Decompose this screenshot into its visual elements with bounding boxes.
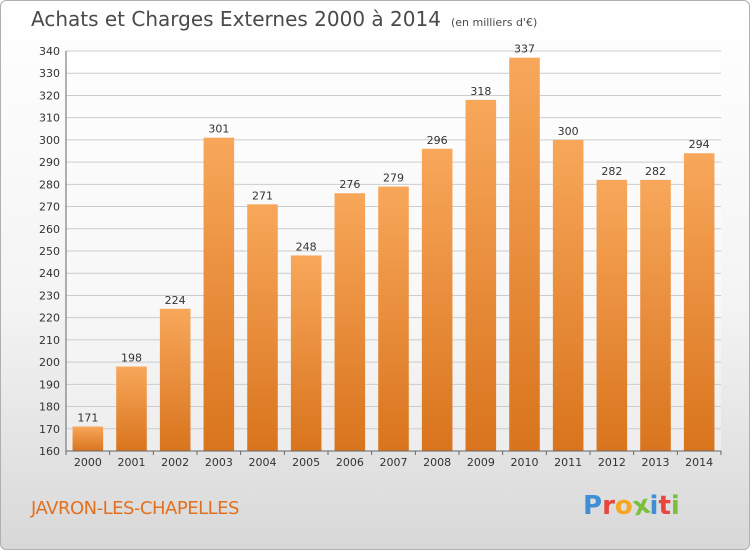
bar — [509, 57, 540, 452]
x-tick-label: 2008 — [423, 456, 451, 469]
bar — [596, 179, 628, 451]
logo-letter: i — [670, 491, 680, 521]
y-tick-label: 180 — [39, 401, 60, 414]
y-tick-label: 330 — [39, 67, 60, 80]
bar — [159, 308, 191, 451]
logo-letter: o — [614, 491, 633, 521]
bar-value-label: 224 — [165, 294, 186, 307]
y-tick-label: 210 — [39, 334, 60, 347]
bar-value-label: 171 — [77, 412, 98, 425]
y-tick-label: 160 — [39, 445, 60, 458]
axes: 160 170 180 190 200 210 220 230 240 250 260 270 280 2… — [39, 45, 722, 469]
x-tick-label: 2000 — [74, 456, 102, 469]
bar-value-label: 282 — [601, 165, 622, 178]
x-tick-label: 2011 — [554, 456, 582, 469]
x-tick-label: 2014 — [685, 456, 713, 469]
x-tick-label: 2002 — [161, 456, 189, 469]
x-tick-label: 2005 — [292, 456, 320, 469]
city-name: JAVRON-LES-CHAPELLES — [31, 498, 239, 519]
bar-value-label: 271 — [252, 189, 273, 202]
x-tick-label: 2004 — [249, 456, 277, 469]
proxiti-logo[interactable]: Proxiti — [583, 490, 680, 523]
y-tick-label: 310 — [39, 112, 60, 125]
bar-value-label: 294 — [689, 138, 710, 151]
chart-subtitle: (en milliers d'€) — [450, 16, 538, 29]
bars: 171 198 224 301 271 248 276 279 296 318 337 300 282 2… — [72, 43, 715, 452]
y-tick-label: 290 — [39, 156, 60, 169]
y-tick-label: 320 — [39, 89, 60, 102]
x-tick-label: 2013 — [642, 456, 670, 469]
y-tick-label: 200 — [39, 356, 60, 369]
bar — [203, 137, 235, 451]
bar — [552, 139, 584, 451]
bar-value-label: 198 — [121, 352, 142, 365]
x-tick-label: 2010 — [511, 456, 539, 469]
bar — [334, 193, 366, 451]
bar — [72, 426, 104, 451]
bar — [640, 179, 671, 451]
logo-letter: t — [658, 491, 671, 521]
bar — [378, 186, 409, 452]
bar — [421, 148, 453, 451]
y-tick-label: 260 — [39, 223, 60, 236]
y-tick-label: 170 — [39, 423, 60, 436]
y-tick-label: 250 — [39, 245, 60, 258]
y-tick-label: 270 — [39, 201, 60, 214]
title-text: Achats et Charges Externes 2000 à 2014 — [31, 7, 441, 31]
bar — [247, 204, 278, 451]
bar — [683, 153, 715, 451]
x-tick-label: 2003 — [205, 456, 233, 469]
bar-value-label: 282 — [645, 165, 666, 178]
y-tick-label: 240 — [39, 267, 60, 280]
y-tick-label: 300 — [39, 134, 60, 147]
bar-value-label: 337 — [514, 43, 535, 56]
y-tick-label: 230 — [39, 289, 60, 302]
y-tick-label: 340 — [39, 45, 60, 58]
x-tick-label: 2009 — [467, 456, 495, 469]
x-tick-label: 2012 — [598, 456, 626, 469]
x-tick-label: 2007 — [380, 456, 408, 469]
bar — [290, 255, 322, 451]
y-tick-label: 190 — [39, 378, 60, 391]
x-tick-label: 2006 — [336, 456, 364, 469]
x-tick-label: 2001 — [118, 456, 146, 469]
bar-value-label: 248 — [296, 240, 317, 253]
bar-value-label: 318 — [470, 85, 491, 98]
bar-value-label: 279 — [383, 172, 404, 185]
bar — [465, 99, 497, 451]
chart-title: Achats et Charges Externes 2000 à 2014 (e… — [31, 7, 537, 31]
bar — [116, 366, 147, 451]
logo-letter: r — [602, 491, 615, 521]
bar-value-label: 300 — [558, 125, 579, 138]
y-tick-label: 220 — [39, 312, 60, 325]
bar-value-label: 276 — [339, 178, 360, 191]
logo-letter: i — [649, 491, 659, 521]
logo-letter: P — [583, 491, 603, 521]
bar-value-label: 301 — [208, 123, 229, 136]
bar-value-label: 296 — [427, 134, 448, 147]
y-tick-label: 280 — [39, 178, 60, 191]
